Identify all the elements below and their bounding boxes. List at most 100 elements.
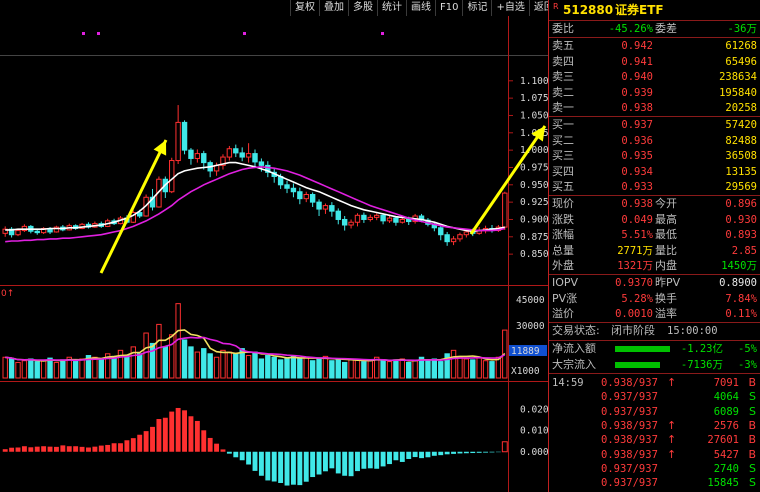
macd-bar[interactable] [252, 451, 258, 471]
candle[interactable] [348, 219, 354, 229]
volume-bar[interactable] [463, 358, 470, 379]
buy-row[interactable]: 买五 0.933 29569 [549, 180, 760, 194]
macd-bar[interactable] [175, 407, 181, 452]
volume-bar[interactable] [213, 356, 220, 379]
candle[interactable] [386, 216, 393, 223]
macd-bar[interactable] [419, 451, 424, 459]
macd-bar[interactable] [226, 451, 232, 454]
macd-bar[interactable] [130, 438, 136, 452]
sell-row[interactable]: 卖四 0.941 65496 [549, 55, 760, 69]
candlestick-panel[interactable]: 1.1001.0751.0501.0251.0000.9750.9500.925… [0, 0, 548, 492]
candle[interactable] [335, 208, 341, 225]
volume-bar[interactable] [8, 358, 15, 379]
macd-bar[interactable] [98, 445, 104, 452]
candle[interactable] [322, 203, 329, 214]
candle[interactable] [233, 144, 239, 158]
candle[interactable] [341, 216, 348, 231]
macd-bar[interactable] [361, 451, 367, 469]
macd-bar[interactable] [105, 444, 111, 452]
macd-bar[interactable] [367, 451, 373, 469]
macd-bar[interactable] [258, 451, 264, 476]
volume-bar[interactable] [124, 355, 130, 379]
volume-bar[interactable] [258, 358, 265, 379]
macd-bar[interactable] [406, 451, 412, 459]
volume-bar[interactable] [188, 346, 194, 379]
macd-bar[interactable] [53, 446, 59, 452]
candle[interactable] [380, 213, 386, 225]
macd-bar[interactable] [34, 446, 40, 452]
volume-bar[interactable] [367, 360, 373, 379]
volume-bar[interactable] [34, 361, 40, 379]
volume-bar[interactable] [252, 351, 258, 379]
volume-bar[interactable] [329, 360, 335, 379]
tick-row[interactable]: 0.938/937 ↑ 27601 B [549, 433, 760, 447]
macd-bar[interactable] [348, 451, 354, 477]
volume-bar[interactable] [2, 356, 8, 379]
tick-row[interactable]: 0.937/937 4064 S [549, 390, 760, 404]
macd-bar[interactable] [188, 416, 194, 452]
volume-bar[interactable] [470, 359, 476, 379]
macd-bar[interactable] [79, 446, 85, 452]
volume-bar[interactable] [201, 348, 207, 379]
macd-bar[interactable] [162, 417, 168, 452]
volume-bar[interactable] [245, 355, 252, 379]
volume-bar[interactable] [111, 355, 117, 379]
macd-bar[interactable] [220, 449, 226, 452]
macd-bar[interactable] [342, 451, 348, 476]
macd-bar[interactable] [21, 446, 27, 452]
volume-bar[interactable] [271, 356, 277, 379]
volume-bar[interactable] [406, 361, 412, 379]
volume-bar[interactable] [149, 342, 156, 379]
candle[interactable] [297, 187, 303, 205]
volume-bar[interactable] [60, 359, 66, 379]
macd-bar[interactable] [9, 447, 15, 452]
candle[interactable] [220, 154, 226, 170]
toolbar-button-tongji[interactable]: 统计 [377, 0, 406, 16]
tick-row[interactable]: 0.937/937 6089 S [549, 405, 760, 419]
macd-bar[interactable] [41, 446, 47, 452]
macd-bar[interactable] [265, 451, 271, 481]
candle[interactable] [207, 160, 213, 178]
candle[interactable] [265, 161, 271, 178]
volume-bar[interactable] [297, 358, 303, 379]
volume-bar[interactable] [233, 353, 239, 379]
candle[interactable] [271, 168, 277, 183]
macd-bar[interactable] [271, 451, 277, 482]
volume-bar[interactable] [162, 346, 169, 379]
candle[interactable] [79, 222, 85, 230]
volume-bar[interactable] [53, 361, 60, 379]
volume-bar[interactable] [393, 359, 399, 379]
macd-bar[interactable] [451, 451, 457, 454]
volume-bar[interactable] [181, 339, 188, 379]
candle[interactable] [329, 202, 335, 217]
macd-bar[interactable] [438, 451, 444, 456]
macd-bar[interactable] [393, 451, 399, 461]
volume-bar[interactable] [476, 357, 482, 379]
volume-bar[interactable] [72, 360, 79, 379]
buy-row[interactable]: 买三 0.935 36508 [549, 149, 760, 163]
candle[interactable] [34, 229, 40, 235]
macd-bar[interactable] [476, 451, 482, 453]
macd-bar[interactable] [501, 441, 508, 453]
tick-row[interactable]: 0.937/937 15845 S [549, 476, 760, 490]
macd-bar[interactable] [303, 451, 309, 482]
macd-bar[interactable] [201, 430, 207, 452]
volume-bar[interactable] [354, 358, 361, 379]
volume-bar[interactable] [239, 348, 245, 379]
volume-bar[interactable] [431, 358, 438, 379]
chart-area[interactable]: 1.1001.0751.0501.0251.0000.9750.9500.925… [0, 0, 548, 492]
macd-bar[interactable] [143, 431, 149, 452]
candle[interactable] [457, 232, 463, 242]
candle[interactable] [8, 227, 15, 238]
macd-bar[interactable] [2, 449, 8, 452]
macd-bar[interactable] [207, 437, 213, 452]
toolbar-button-fanhui[interactable]: 返回 [528, 0, 558, 16]
toolbar-button-huaxian[interactable]: 画线 [406, 0, 435, 16]
macd-bar[interactable] [335, 451, 341, 474]
candle[interactable] [450, 236, 457, 246]
macd-bar[interactable] [92, 446, 98, 452]
toolbar-button-f10[interactable]: F10 [435, 0, 462, 16]
macd-bar[interactable] [86, 447, 91, 452]
candle[interactable] [2, 226, 8, 237]
sell-row[interactable]: 卖一 0.938 20258 [549, 101, 760, 115]
